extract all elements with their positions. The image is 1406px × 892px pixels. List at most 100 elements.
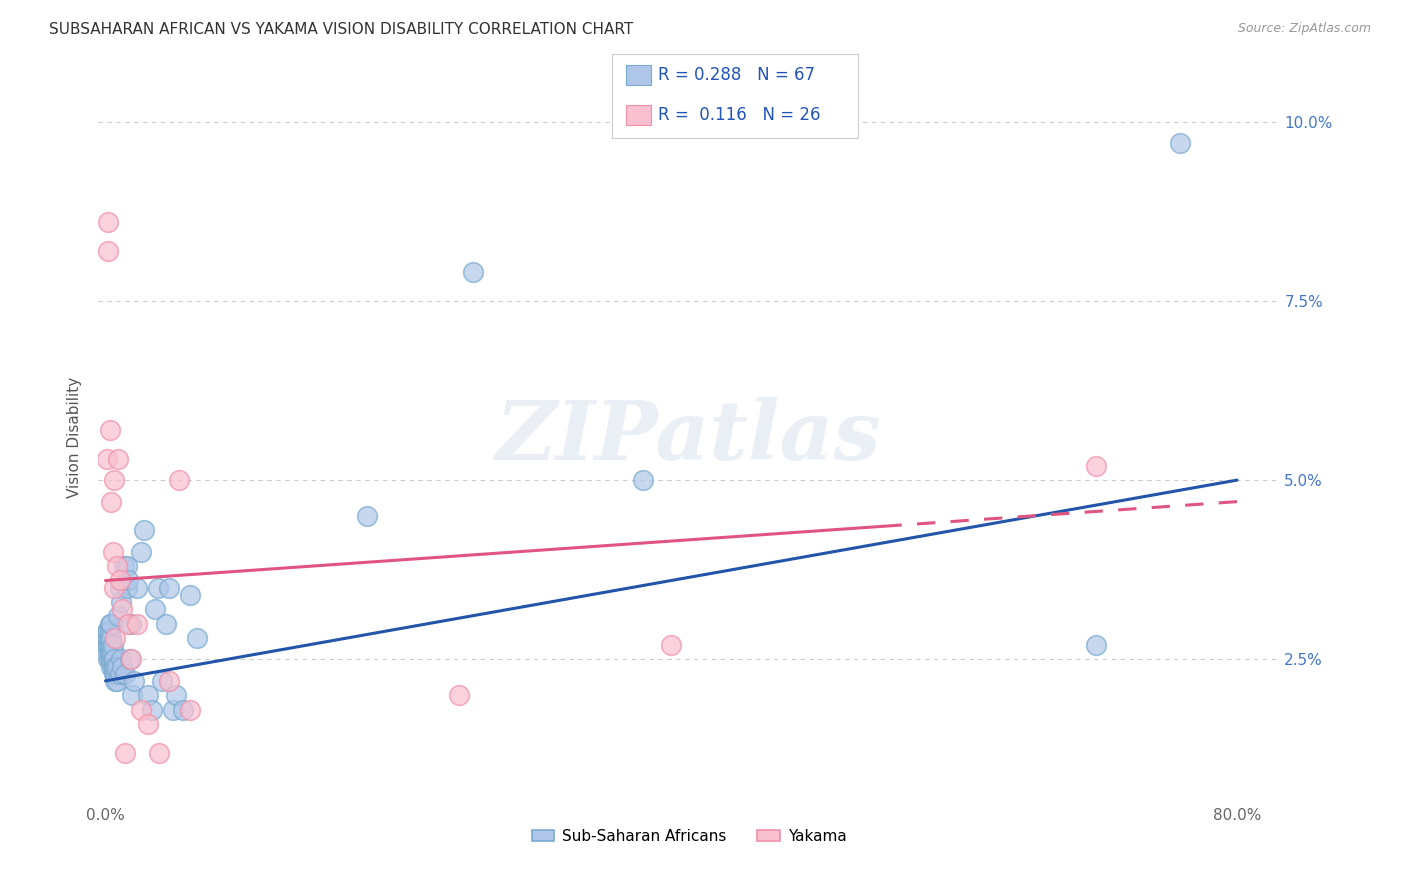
Text: ZIPatlas: ZIPatlas: [496, 397, 882, 477]
Point: [115, 559, 138, 574]
Point: [104, 673, 127, 688]
Point: [98, 631, 121, 645]
Point: [157, 581, 180, 595]
Point: [356, 508, 378, 523]
Point: [98, 652, 121, 666]
Point: [101, 638, 124, 652]
Point: [98, 638, 121, 652]
Point: [100, 652, 122, 666]
Point: [111, 602, 134, 616]
Point: [148, 746, 170, 760]
Point: [125, 616, 148, 631]
Point: [125, 581, 148, 595]
Point: [179, 702, 201, 716]
Point: [129, 702, 152, 716]
Point: [97, 624, 120, 638]
Point: [103, 659, 125, 673]
Point: [98, 624, 121, 638]
Point: [121, 688, 143, 702]
Point: [96, 624, 118, 638]
Point: [105, 559, 128, 574]
Point: [97, 645, 120, 659]
Point: [110, 652, 132, 666]
Point: [97, 631, 120, 645]
Point: [186, 631, 208, 645]
Point: [129, 545, 152, 559]
Point: [100, 494, 122, 508]
Point: [659, 638, 682, 652]
Point: [122, 673, 145, 688]
Point: [108, 581, 131, 595]
Point: [107, 451, 129, 466]
Point: [167, 473, 190, 487]
Point: [114, 666, 136, 681]
Point: [179, 588, 201, 602]
Point: [150, 673, 173, 688]
Point: [98, 645, 121, 659]
Point: [110, 595, 132, 609]
Point: [143, 602, 166, 616]
Point: [100, 631, 122, 645]
Point: [98, 616, 121, 631]
Point: [97, 215, 120, 229]
Point: [100, 638, 122, 652]
Point: [96, 638, 118, 652]
Point: [97, 244, 120, 258]
Point: [155, 616, 177, 631]
Point: [132, 524, 155, 538]
Point: [105, 673, 128, 688]
Point: [103, 581, 125, 595]
Point: [101, 645, 124, 659]
Point: [157, 673, 180, 688]
Point: [103, 652, 125, 666]
Point: [97, 638, 120, 652]
Point: [104, 631, 127, 645]
Point: [117, 574, 139, 588]
Point: [100, 616, 122, 631]
Point: [96, 631, 118, 645]
Point: [114, 746, 136, 760]
Point: [103, 473, 125, 487]
Point: [100, 645, 122, 659]
Point: [120, 652, 142, 666]
Legend: Sub-Saharan Africans, Yakama: Sub-Saharan Africans, Yakama: [526, 822, 852, 850]
Point: [141, 702, 163, 716]
Point: [108, 666, 131, 681]
Point: [1084, 638, 1107, 652]
Point: [101, 652, 124, 666]
Point: [111, 659, 134, 673]
Text: R =  0.116   N = 26: R = 0.116 N = 26: [658, 106, 821, 124]
Point: [1084, 458, 1107, 473]
Point: [165, 688, 187, 702]
Point: [108, 574, 131, 588]
Point: [449, 688, 471, 702]
Point: [117, 616, 139, 631]
Text: SUBSAHARAN AFRICAN VS YAKAMA VISION DISABILITY CORRELATION CHART: SUBSAHARAN AFRICAN VS YAKAMA VISION DISA…: [49, 22, 634, 37]
Point: [107, 609, 129, 624]
Point: [120, 616, 142, 631]
Point: [463, 265, 485, 279]
Text: R = 0.288   N = 67: R = 0.288 N = 67: [658, 66, 815, 84]
Point: [103, 666, 125, 681]
Point: [1170, 136, 1192, 150]
Point: [101, 545, 124, 559]
Point: [96, 451, 118, 466]
Point: [631, 473, 654, 487]
Point: [136, 688, 159, 702]
Point: [172, 702, 194, 716]
Point: [98, 423, 121, 437]
Point: [104, 659, 127, 673]
Point: [104, 666, 127, 681]
Point: [112, 559, 135, 574]
Point: [118, 652, 141, 666]
Point: [136, 717, 159, 731]
Y-axis label: Vision Disability: Vision Disability: [67, 376, 83, 498]
Point: [146, 581, 169, 595]
Point: [101, 659, 124, 673]
Point: [115, 581, 138, 595]
Text: Source: ZipAtlas.com: Source: ZipAtlas.com: [1237, 22, 1371, 36]
Point: [105, 659, 128, 673]
Point: [97, 652, 120, 666]
Point: [162, 702, 184, 716]
Point: [100, 659, 122, 673]
